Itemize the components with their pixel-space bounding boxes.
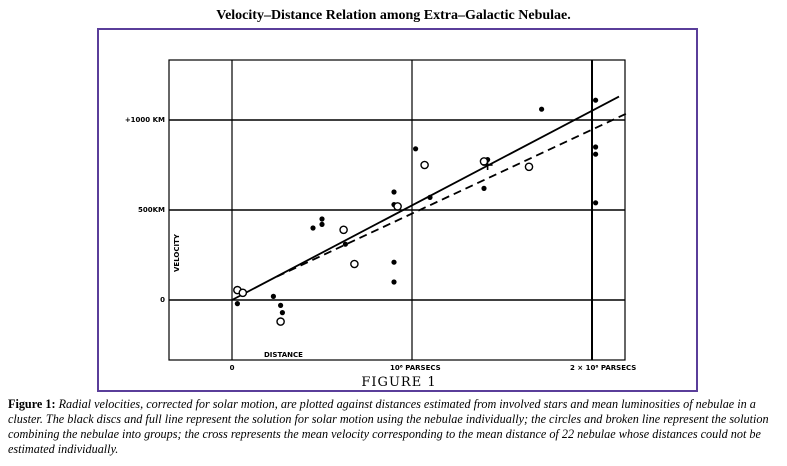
filled-disc-point [391, 279, 397, 285]
open-circle-point [339, 225, 348, 235]
x-tick-label: 2 × 10⁶ PARSECS [570, 364, 636, 372]
filled-disc-point [391, 189, 397, 195]
x-axis-label: DISTANCE [264, 351, 303, 359]
filled-disc-point [427, 194, 433, 200]
filled-disc-point [342, 241, 348, 247]
caption-text: Radial velocities, corrected for solar m… [8, 397, 769, 456]
figure-frame: 0 500KM +1000 KM 0 10⁶ PARSECS 2 × 10⁶ PARSEC… [97, 28, 698, 392]
fit-lines [231, 95, 629, 301]
full-fit-line [231, 95, 620, 301]
data-points [233, 97, 599, 326]
caption-label: Figure 1: [8, 397, 56, 411]
open-circle-point [420, 160, 429, 170]
open-circle-point [479, 157, 489, 166]
filled-disc-point [593, 144, 599, 150]
page-title: Velocity–Distance Relation among Extra–G… [216, 8, 571, 23]
filled-disc-point [310, 225, 316, 231]
filled-disc-point [391, 259, 397, 265]
axis-labels: 0 500KM +1000 KM 0 10⁶ PARSECS 2 × 10⁶ PARSEC… [125, 116, 636, 390]
filled-disc-point [593, 151, 599, 157]
open-circle-point [238, 288, 248, 298]
y-tick-label: +1000 KM [125, 116, 165, 124]
open-circle-point [276, 317, 285, 326]
filled-disc-point [413, 146, 419, 152]
broken-fit-line [276, 111, 629, 278]
x-tick-label: 0 [230, 364, 235, 372]
filled-disc-point [319, 216, 325, 222]
filled-disc-point [279, 310, 285, 316]
y-axis-label: VELOCITY [173, 233, 181, 272]
filled-disc-point [278, 302, 284, 308]
filled-disc-point [319, 221, 325, 227]
chart: 0 500KM +1000 KM 0 10⁶ PARSECS 2 × 10⁶ PARSEC… [125, 59, 636, 390]
open-circle-point [393, 202, 402, 211]
filled-disc-point [593, 200, 599, 206]
open-circle-point [524, 162, 534, 172]
filled-disc-point [593, 97, 599, 103]
y-tick-label: 0 [160, 296, 165, 304]
x-tick-label: 10⁶ PARSECS [390, 364, 441, 372]
filled-disc-point [270, 293, 276, 299]
figure-label: FIGURE 1 [361, 375, 436, 390]
filled-disc-point [481, 185, 487, 191]
open-circle-point [350, 259, 359, 269]
filled-disc-point [539, 106, 545, 112]
filled-disc-point [234, 301, 240, 307]
figure-caption: Figure 1: Radial velocities, corrected f… [8, 397, 780, 457]
y-tick-label: 500KM [138, 206, 165, 214]
grid [168, 59, 626, 361]
